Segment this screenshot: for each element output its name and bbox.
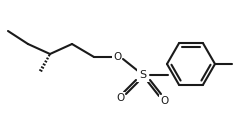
Text: O: O: [160, 96, 168, 106]
Text: S: S: [140, 70, 146, 80]
Text: O: O: [113, 52, 121, 62]
Text: O: O: [116, 93, 124, 103]
